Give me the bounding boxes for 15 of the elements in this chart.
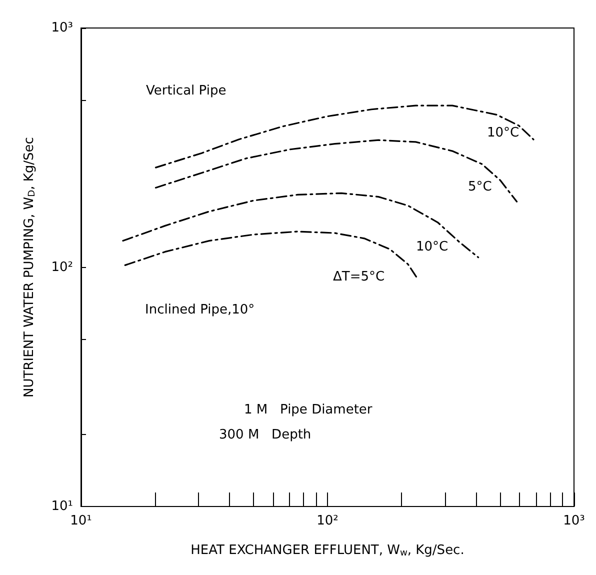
annotation: 300 M Depth [219, 428, 312, 442]
y-tick-label: 10¹ [51, 499, 73, 514]
annotation: 10°C [416, 240, 448, 254]
x-tick-label: 10¹ [70, 514, 92, 528]
y-axis-title: NUTRIENT WATER PUMPING, WD, Kg/Sec [22, 137, 38, 398]
x-tick-label: 10³ [563, 514, 585, 528]
annotation: Inclined Pipe,10° [145, 302, 255, 318]
y-tick-label: 10³ [51, 20, 73, 36]
y-tick-label: 10² [51, 260, 73, 275]
annotation: 5°C [468, 180, 492, 194]
x-tick-label: 10² [316, 514, 338, 528]
annotation: Vertical Pipe [146, 84, 226, 98]
annotation: 10°C [487, 126, 520, 140]
annotation: ΔT=5°C [333, 270, 385, 284]
annotation: 1 M Pipe Diameter [244, 402, 373, 418]
